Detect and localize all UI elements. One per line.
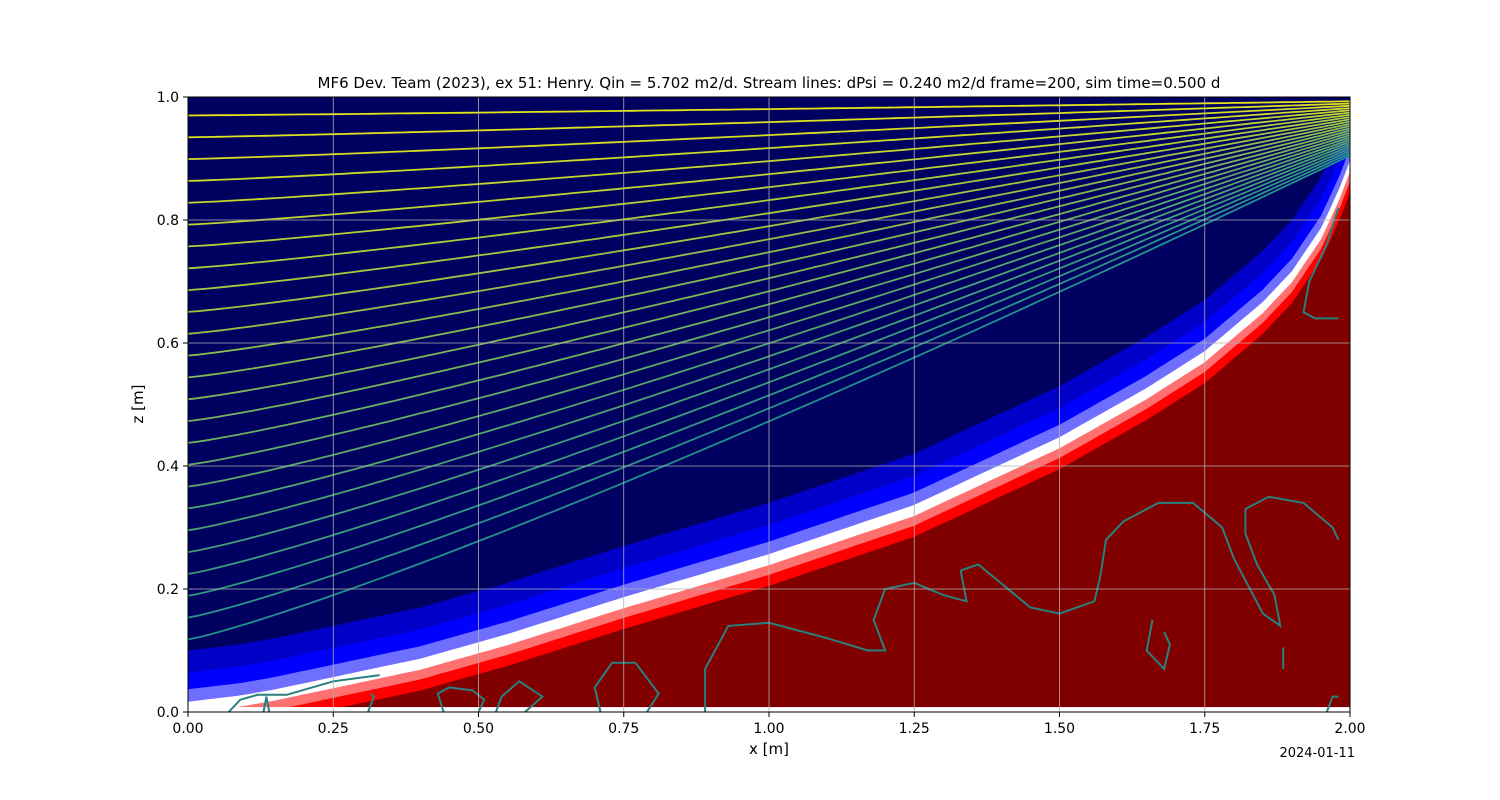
x-tick-label: 1.75 bbox=[1189, 721, 1220, 737]
x-tick-label: 0.25 bbox=[318, 721, 349, 737]
salt-contour-line bbox=[1145, 619, 1171, 672]
x-tick-label: 0.75 bbox=[608, 721, 639, 737]
salt-contour-line bbox=[494, 680, 545, 712]
x-tick-label: 2.00 bbox=[1334, 721, 1365, 737]
salt-contour-line bbox=[436, 686, 486, 712]
y-tick-label: 0.0 bbox=[157, 705, 179, 721]
y-tick-label: 0.2 bbox=[157, 582, 179, 598]
y-tick-label: 1.0 bbox=[157, 90, 179, 106]
salt-contour-line bbox=[1302, 207, 1340, 320]
x-tick-label: 0.50 bbox=[463, 721, 494, 737]
x-tick-label: 0.00 bbox=[172, 721, 203, 737]
salt-contour-line bbox=[227, 674, 380, 712]
x-tick-label: 1.50 bbox=[1044, 721, 1075, 737]
chart-title: MF6 Dev. Team (2023), ex 51: Henry. Qin … bbox=[318, 74, 1221, 92]
grid bbox=[188, 97, 1350, 712]
y-tick-label: 0.4 bbox=[157, 459, 179, 475]
x-tick-label: 1.00 bbox=[753, 721, 784, 737]
salt-contour-line bbox=[367, 692, 376, 712]
y-tick-label: 0.8 bbox=[157, 213, 179, 229]
salt-contour-line bbox=[262, 696, 271, 712]
x-axis-label: x [m] bbox=[749, 740, 789, 758]
x-axis: 0.00 0.25 0.50 0.75 1.00 1.25 1.50 1.75 2.00 bbox=[172, 712, 1366, 737]
y-axis-label: z [m] bbox=[129, 385, 147, 424]
y-tick-label: 0.6 bbox=[157, 336, 179, 352]
y-axis: 0.0 0.2 0.4 0.6 0.8 1.0 bbox=[157, 90, 188, 721]
date-label: 2024-01-11 bbox=[1279, 746, 1355, 761]
x-tick-label: 1.25 bbox=[899, 721, 930, 737]
salt-contour-line bbox=[1325, 695, 1339, 712]
salt-water-region bbox=[318, 192, 1350, 712]
